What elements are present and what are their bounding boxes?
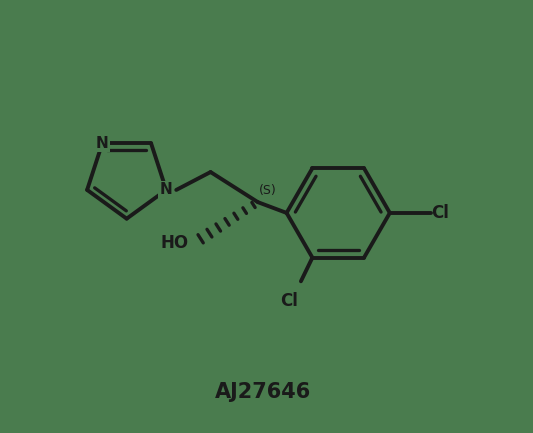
Text: N: N	[96, 136, 109, 151]
Text: (S): (S)	[259, 184, 277, 197]
Text: Cl: Cl	[431, 204, 449, 222]
Text: HO: HO	[160, 234, 189, 252]
Text: N: N	[160, 182, 173, 197]
Text: AJ27646: AJ27646	[215, 382, 311, 402]
Text: Cl: Cl	[280, 292, 297, 310]
